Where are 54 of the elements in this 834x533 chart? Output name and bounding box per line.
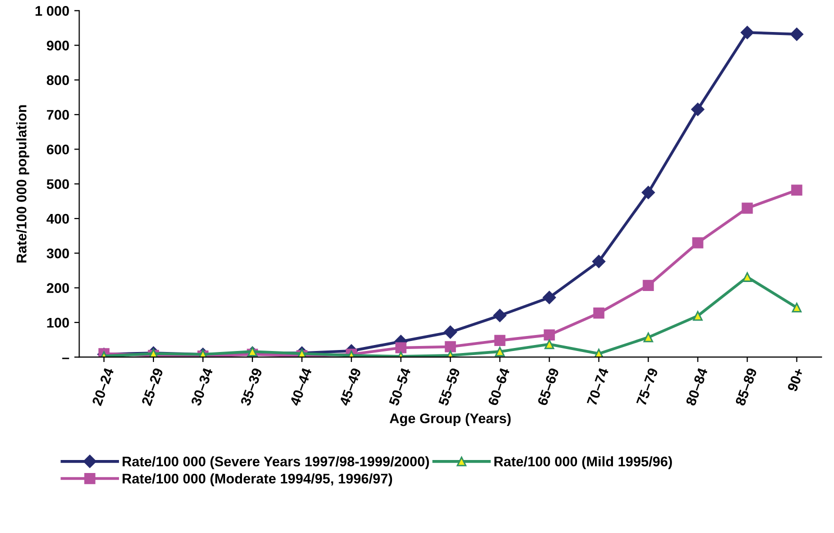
legend-label: Rate/100 000 (Severe Years 1997/98-1999/2000) — [122, 456, 429, 470]
x-tick-label: 90+ — [787, 367, 804, 392]
point — [691, 102, 704, 116]
point — [395, 342, 406, 354]
point — [792, 302, 802, 312]
y-tick-label: 200 — [46, 283, 69, 293]
y-tick-label: 300 — [46, 248, 69, 258]
point — [544, 329, 555, 340]
point — [740, 26, 754, 40]
point — [494, 334, 506, 346]
point — [593, 308, 604, 319]
x-tick-label: 55–59 — [438, 367, 460, 406]
y-tick-label: 500 — [46, 179, 69, 190]
point — [692, 237, 704, 248]
point — [790, 28, 804, 41]
x-tick-label: 50–54 — [388, 367, 411, 406]
y-tick-label: 1 000 — [36, 6, 69, 16]
y-tick-label: 400 — [46, 214, 69, 224]
x-tick-label: 75–79 — [636, 367, 658, 406]
x-axis-title: Age Group (Years) — [390, 413, 511, 426]
x-tick-label: 35–39 — [240, 367, 262, 406]
point — [642, 186, 655, 200]
point — [493, 308, 506, 322]
point — [643, 332, 654, 342]
y-axis-title: Rate/100 000 population — [16, 105, 30, 262]
y-tick-label: 800 — [46, 75, 69, 86]
x-tick-label: 65–69 — [537, 367, 560, 406]
x-tick-label: 40–44 — [290, 367, 312, 406]
x-tick-label: 70–74 — [586, 367, 609, 406]
point — [692, 311, 703, 321]
point — [444, 341, 456, 352]
x-tick-label: 85–89 — [735, 367, 758, 406]
legend-label: Rate/100 000 (Mild 1995/96) — [494, 456, 672, 470]
legend-label: Rate/100 000 (Moderate 1994/95, 1996/97) — [122, 473, 392, 486]
x-tick-label: 45–49 — [339, 367, 362, 406]
point — [444, 326, 457, 339]
point — [742, 272, 752, 282]
point — [544, 339, 554, 350]
point — [542, 290, 556, 304]
x-tick-label: 20–24 — [92, 367, 114, 406]
x-tick-label: 25–29 — [141, 367, 164, 406]
y-tick-label: – — [62, 358, 70, 360]
y-tick-label: 100 — [47, 318, 69, 328]
point — [592, 254, 606, 268]
point — [791, 184, 802, 196]
x-tick-label: 30–34 — [190, 367, 214, 406]
point — [742, 202, 753, 214]
x-tick-label: 60–64 — [488, 367, 510, 406]
point — [494, 346, 505, 356]
x-tick-label: 80–84 — [686, 367, 708, 406]
y-tick-label: 600 — [46, 144, 69, 154]
point — [642, 280, 654, 291]
y-tick-label: 700 — [46, 110, 69, 120]
y-tick-label: 900 — [46, 40, 69, 50]
